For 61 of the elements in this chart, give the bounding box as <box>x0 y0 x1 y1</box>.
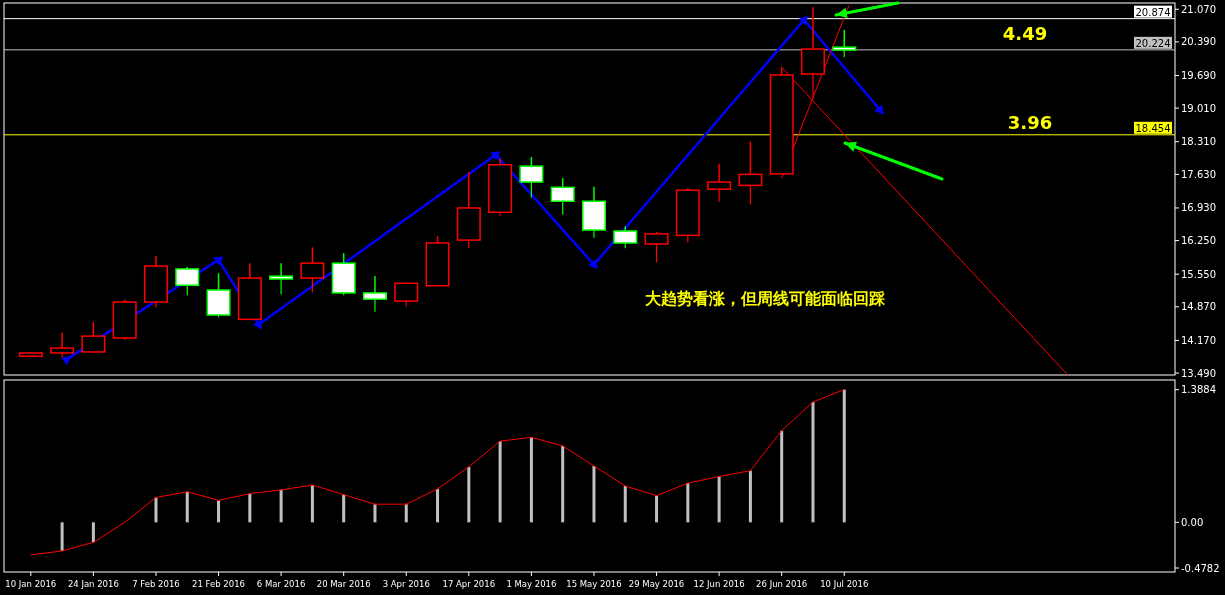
x-tick-label: 24 Jan 2016 <box>67 579 119 589</box>
y-tick-label: -0.4782 <box>1181 562 1220 574</box>
y-tick-label: 15.550 <box>1181 268 1216 280</box>
x-tick-label: 20 Mar 2016 <box>316 579 371 589</box>
y-tick-label: 16.930 <box>1181 202 1216 214</box>
x-tick-label: 3 Apr 2016 <box>382 579 430 589</box>
x-tick-label: 15 May 2016 <box>566 579 622 589</box>
bar <box>310 485 314 523</box>
bar <box>279 489 283 523</box>
bar <box>373 504 377 523</box>
y-tick-label: 14.170 <box>1181 334 1216 346</box>
bar <box>686 483 690 523</box>
bar <box>811 401 815 523</box>
x-tick-label: 21 Feb 2016 <box>192 579 245 589</box>
bar <box>842 389 846 523</box>
bar <box>60 522 64 551</box>
line-series <box>30 389 845 556</box>
bar <box>592 465 596 523</box>
bar <box>467 466 471 523</box>
bar <box>748 470 752 523</box>
bar <box>436 488 440 523</box>
y-tick-label: 1.3884 <box>1181 384 1216 396</box>
ref-line-label: 20.874 <box>1135 6 1171 18</box>
y-tick-label: 19.690 <box>1181 69 1216 81</box>
bar <box>498 441 502 523</box>
x-tick-label: 17 Apr 2016 <box>442 579 496 589</box>
bar <box>561 445 565 523</box>
bar <box>342 494 346 523</box>
annotation: 4.49 <box>1002 23 1048 44</box>
y-tick-label: 17.630 <box>1181 168 1216 180</box>
bar <box>529 437 533 523</box>
x-tick-label: 7 Feb 2016 <box>132 579 180 589</box>
annotation: 大趋势看涨，但周线可能面临回踩 <box>645 289 886 308</box>
bar <box>717 476 721 523</box>
bar <box>217 500 221 523</box>
y-tick-label: 14.870 <box>1181 301 1216 313</box>
bar <box>404 504 408 523</box>
bar <box>91 522 95 543</box>
bar <box>248 493 252 523</box>
x-tick-label: 10 Jan 2016 <box>5 579 57 589</box>
x-tick-label: 12 Jun 2016 <box>693 579 745 589</box>
bar <box>185 491 189 523</box>
x-tick-label: 6 Mar 2016 <box>256 579 306 589</box>
x-tick-label: 29 May 2016 <box>628 579 685 589</box>
x-tick-label: 26 Jun 2016 <box>756 579 808 589</box>
y-tick-label: 19.010 <box>1181 102 1216 114</box>
bar <box>623 486 627 523</box>
ref-line-label: 20.224 <box>1135 37 1171 49</box>
y-tick-label: 0.00 <box>1181 516 1204 528</box>
y-tick-label: 16.250 <box>1181 235 1216 247</box>
ref-line-label: 18.454 <box>1135 122 1171 134</box>
x-tick-label: 10 Jul 2016 <box>820 579 869 589</box>
y-tick-label: 13.490 <box>1181 367 1216 379</box>
bar <box>154 497 158 523</box>
y-tick-label: 18.310 <box>1181 136 1216 148</box>
y-tick-label: 21.070 <box>1181 3 1216 15</box>
y-tick-label: 20.390 <box>1181 36 1216 48</box>
annotation: 3.96 <box>1007 112 1053 133</box>
bar <box>655 495 659 523</box>
x-tick-label: 1 May 2016 <box>506 579 557 589</box>
bar <box>780 430 784 523</box>
